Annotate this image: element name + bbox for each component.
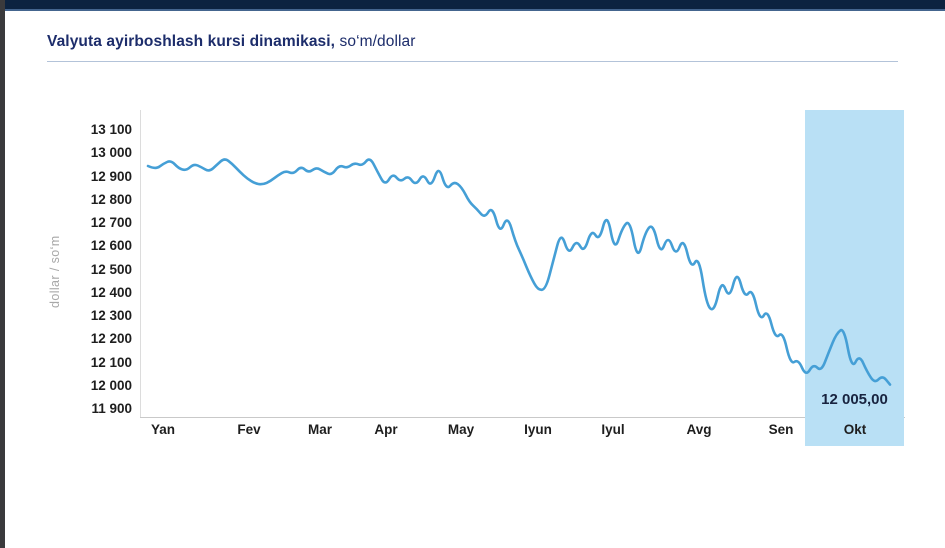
page-title-main: Valyuta ayirboshlash kursi dinamikasi, bbox=[47, 33, 336, 50]
x-axis-line bbox=[140, 417, 905, 418]
page-title: Valyuta ayirboshlash kursi dinamikasi, s… bbox=[47, 33, 416, 51]
highlight-band bbox=[805, 110, 904, 446]
last-value-label: 12 005,00 bbox=[821, 391, 888, 408]
page-title-unit: so‘m/dollar bbox=[335, 33, 416, 50]
y-axis-title: dollar / so‘m bbox=[48, 235, 62, 309]
title-underline bbox=[47, 61, 898, 62]
y-axis-line bbox=[140, 110, 141, 417]
left-edge-strip bbox=[0, 0, 5, 548]
exchange-rate-line bbox=[146, 158, 892, 386]
top-navy-bar bbox=[0, 0, 945, 11]
